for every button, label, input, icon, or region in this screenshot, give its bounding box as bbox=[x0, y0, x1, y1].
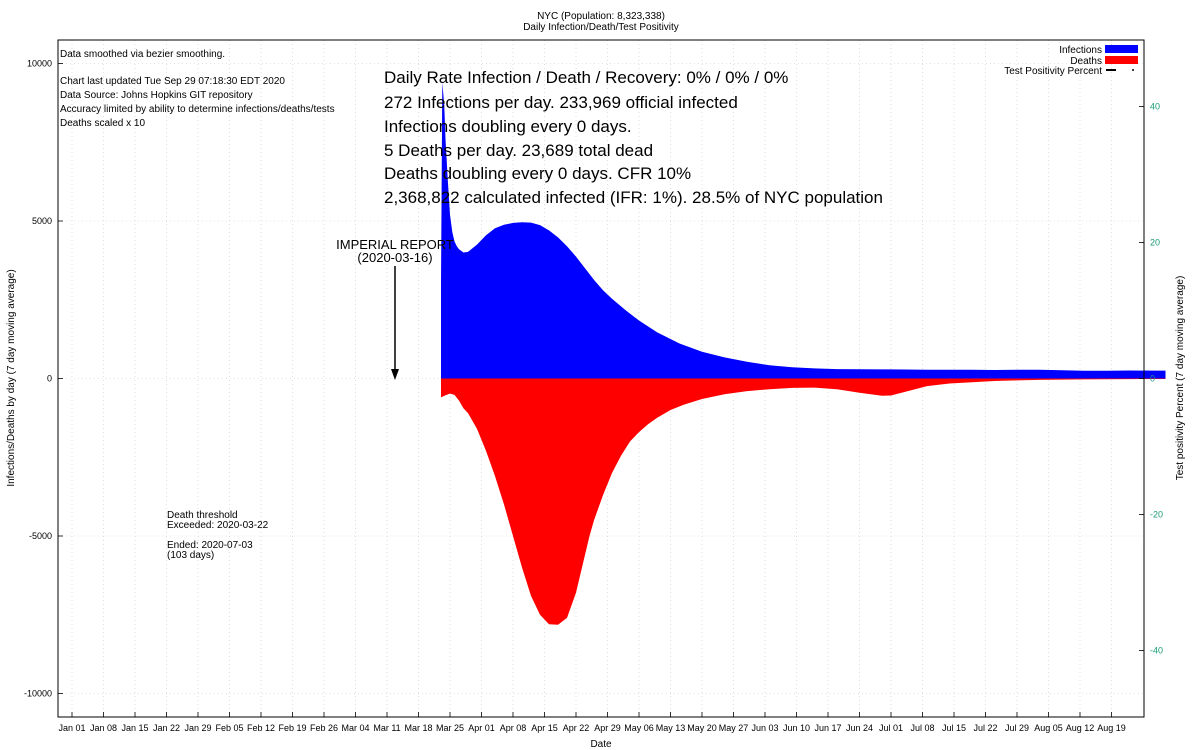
deaths-area bbox=[441, 378, 1166, 625]
x-tick-label: Apr 22 bbox=[563, 723, 590, 733]
chart-title: NYC (Population: 8,323,338) bbox=[537, 11, 665, 22]
y-tick-label: 10000 bbox=[27, 59, 52, 69]
y-tick-label: -5000 bbox=[29, 531, 52, 541]
stat-infections-doubling: Infections doubling every 0 days. bbox=[384, 117, 632, 136]
x-tick-label: Feb 26 bbox=[310, 723, 338, 733]
x-tick-label: Mar 04 bbox=[341, 723, 369, 733]
stat-calculated-infected: 2,368,822 calculated infected (IFR: 1%).… bbox=[384, 188, 883, 207]
legend-deaths-label: Deaths bbox=[1070, 56, 1102, 67]
y2-tick-label: -20 bbox=[1150, 510, 1163, 520]
x-tick-label: Jun 24 bbox=[846, 723, 873, 733]
chart-subtitle: Daily Infection/Death/Test Positivity bbox=[523, 22, 679, 33]
x-axis-label: Date bbox=[590, 739, 612, 750]
imperial-report-label: IMPERIAL REPORT bbox=[336, 237, 454, 252]
x-tick-label: May 27 bbox=[719, 723, 749, 733]
x-tick-label: Jan 15 bbox=[121, 723, 148, 733]
death-threshold-title: Death threshold bbox=[167, 510, 238, 521]
x-axis-ticks: Jan 01 Jan 08 Jan 15 Jan 22 Jan 29 Feb 05 Feb … bbox=[58, 712, 1126, 733]
x-tick-label: Aug 12 bbox=[1066, 723, 1095, 733]
x-tick-label: Feb 05 bbox=[215, 723, 243, 733]
x-tick-label: Jul 01 bbox=[879, 723, 903, 733]
x-tick-label: May 13 bbox=[656, 723, 686, 733]
y2-tick-label: -40 bbox=[1150, 646, 1163, 656]
x-tick-label: Jul 15 bbox=[942, 723, 966, 733]
y-axis-label: Infections/Deaths by day (7 day moving a… bbox=[6, 269, 17, 486]
y2-axis-ticks: 40 20 0 -20 -40 bbox=[1139, 102, 1163, 656]
x-tick-label: Feb 12 bbox=[247, 723, 275, 733]
stat-infections-per-day: 272 Infections per day. 233,969 official… bbox=[384, 93, 738, 112]
death-threshold-ended: Ended: 2020-07-03 bbox=[167, 540, 253, 551]
x-tick-label: Jan 01 bbox=[58, 723, 85, 733]
legend-positivity-label: Test Positivity Percent bbox=[1004, 66, 1102, 77]
x-tick-label: May 06 bbox=[624, 723, 654, 733]
y2-tick-label: 0 bbox=[1150, 374, 1155, 384]
x-tick-label: Aug 19 bbox=[1097, 723, 1126, 733]
y-tick-label: 5000 bbox=[32, 216, 52, 226]
note-smoothing: Data smoothed via bezier smoothing. bbox=[60, 49, 225, 60]
y-tick-label: 0 bbox=[47, 374, 52, 384]
note-source: Data Source: Johns Hopkins GIT repositor… bbox=[60, 90, 253, 101]
x-tick-label: Mar 11 bbox=[373, 723, 400, 733]
stat-deaths-doubling: Deaths doubling every 0 days. CFR 10% bbox=[384, 164, 691, 183]
y-axis-ticks: 10000 5000 0 -5000 -10000 bbox=[24, 59, 63, 699]
y2-axis-label: Test positivity Percent (7 day moving av… bbox=[1175, 276, 1186, 481]
legend-infections-label: Infections bbox=[1059, 45, 1102, 56]
x-tick-label: Jun 17 bbox=[814, 723, 841, 733]
legend-positivity-dot bbox=[1132, 69, 1134, 71]
x-tick-label: Aug 05 bbox=[1034, 723, 1063, 733]
x-tick-label: Apr 08 bbox=[500, 723, 527, 733]
x-tick-label: Jan 22 bbox=[153, 723, 180, 733]
note-updated: Chart last updated Tue Sep 29 07:18:30 E… bbox=[60, 76, 285, 87]
x-tick-label: Jul 08 bbox=[910, 723, 934, 733]
legend-infections-swatch bbox=[1105, 45, 1138, 53]
x-tick-label: Jul 29 bbox=[1005, 723, 1029, 733]
x-tick-label: Apr 15 bbox=[531, 723, 558, 733]
note-accuracy: Accuracy limited by ability to determine… bbox=[60, 104, 335, 115]
imperial-report-arrowhead bbox=[391, 369, 399, 380]
legend-deaths-swatch bbox=[1105, 56, 1138, 64]
death-threshold-exceeded: Exceeded: 2020-03-22 bbox=[167, 520, 269, 531]
x-tick-label: Mar 25 bbox=[436, 723, 464, 733]
x-tick-label: May 20 bbox=[687, 723, 717, 733]
stat-daily-rate: Daily Rate Infection / Death / Recovery:… bbox=[384, 68, 788, 87]
y-tick-label: -10000 bbox=[24, 689, 52, 699]
note-deaths-scaled: Deaths scaled x 10 bbox=[60, 118, 145, 129]
x-tick-label: Jan 29 bbox=[184, 723, 211, 733]
stat-deaths-per-day: 5 Deaths per day. 23,689 total dead bbox=[384, 141, 653, 160]
death-threshold-duration: (103 days) bbox=[167, 550, 214, 561]
x-tick-label: Jul 22 bbox=[973, 723, 997, 733]
x-tick-label: Jun 10 bbox=[783, 723, 810, 733]
x-tick-label: Jun 03 bbox=[751, 723, 778, 733]
x-tick-label: Mar 18 bbox=[404, 723, 432, 733]
infections-area bbox=[441, 82, 1166, 379]
x-tick-label: Apr 29 bbox=[594, 723, 621, 733]
y2-tick-label: 20 bbox=[1150, 238, 1160, 248]
x-tick-label: Apr 01 bbox=[468, 723, 495, 733]
x-tick-label: Jan 08 bbox=[90, 723, 117, 733]
imperial-report-date: (2020-03-16) bbox=[357, 250, 432, 265]
legend: Infections Deaths Test Positivity Percen… bbox=[1004, 45, 1138, 77]
x-tick-label: Feb 19 bbox=[278, 723, 306, 733]
y2-tick-label: 40 bbox=[1150, 102, 1160, 112]
